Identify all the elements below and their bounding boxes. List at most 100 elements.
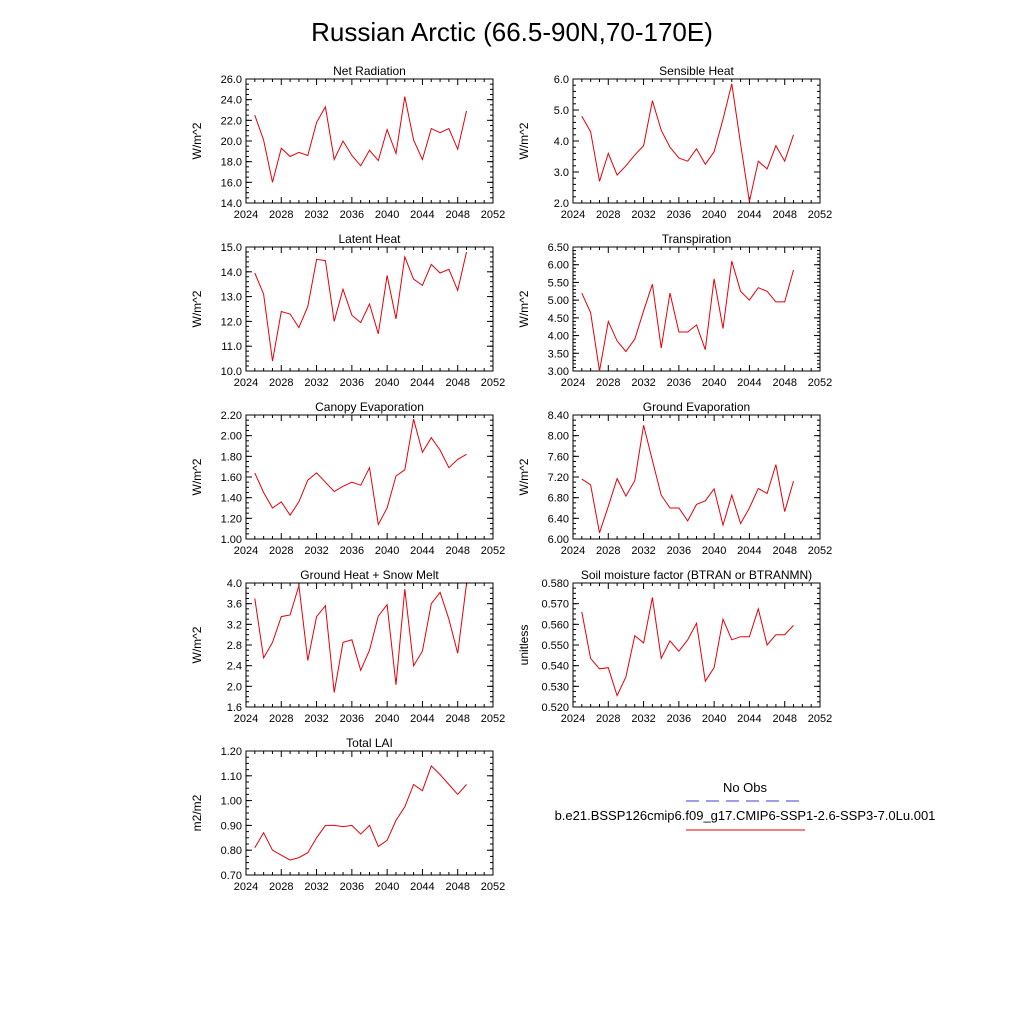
x-tick-label: 2028 bbox=[269, 881, 293, 893]
y-tick-label: 12.0 bbox=[221, 316, 242, 328]
y-tick-label: 5.00 bbox=[548, 295, 569, 307]
y-tick-label: 22.0 bbox=[221, 115, 242, 127]
legend-model-label: b.e21.BSSP126cmip6.f09_g17.CMIP6-SSP1-2.… bbox=[555, 808, 936, 823]
y-tick-label: 11.0 bbox=[221, 341, 242, 353]
x-tick-label: 2032 bbox=[304, 209, 328, 221]
y-tick-label: 2.4 bbox=[227, 661, 242, 673]
series-line bbox=[254, 418, 467, 527]
plot-frame bbox=[572, 246, 821, 372]
panel-title: Ground Heat + Snow Melt bbox=[300, 568, 439, 582]
x-tick-label: 2036 bbox=[667, 545, 691, 557]
x-tick-label: 2032 bbox=[304, 713, 328, 725]
plot-frame bbox=[572, 582, 821, 708]
x-tick-label: 2024 bbox=[234, 713, 258, 725]
x-tick-label: 2040 bbox=[702, 545, 726, 557]
series-line bbox=[581, 261, 794, 372]
x-tick-label: 2032 bbox=[304, 545, 328, 557]
y-tick-label: 14.0 bbox=[221, 198, 242, 210]
y-tick-label: 3.2 bbox=[227, 619, 242, 631]
y-tick-label: 0.550 bbox=[541, 640, 569, 652]
y-tick-label: 1.10 bbox=[221, 771, 242, 783]
y-tick-label: 14.0 bbox=[221, 267, 242, 279]
y-tick-label: 6.40 bbox=[548, 513, 569, 525]
y-tick-label: 18.0 bbox=[221, 157, 242, 169]
y-tick-label: 2.0 bbox=[554, 198, 569, 210]
x-tick-label: 2040 bbox=[375, 545, 399, 557]
y-tick-label: 0.560 bbox=[541, 619, 569, 631]
panel-title: Sensible Heat bbox=[659, 64, 734, 78]
x-tick-label: 2048 bbox=[445, 377, 469, 389]
series-line bbox=[581, 597, 794, 697]
x-tick-label: 2040 bbox=[375, 209, 399, 221]
x-tick-label: 2024 bbox=[561, 545, 585, 557]
y-axis-label: W/m^2 bbox=[517, 458, 531, 495]
x-tick-label: 2044 bbox=[737, 713, 761, 725]
figure-title: Russian Arctic (66.5-90N,70-170E) bbox=[311, 17, 713, 47]
x-tick-label: 2028 bbox=[596, 377, 620, 389]
x-tick-label: 2024 bbox=[561, 377, 585, 389]
x-tick-label: 2052 bbox=[481, 209, 505, 221]
y-tick-label: 4.50 bbox=[548, 313, 569, 325]
series-line bbox=[581, 425, 794, 533]
y-tick-label: 24.0 bbox=[221, 95, 242, 107]
chart-panel: Net Radiation W/m^2 2024 2028 2032 2036 2040 20… bbox=[190, 64, 505, 221]
y-tick-label: 5.50 bbox=[548, 277, 569, 289]
x-tick-label: 2044 bbox=[410, 377, 434, 389]
x-tick-label: 2048 bbox=[445, 545, 469, 557]
y-axis-label: W/m^2 bbox=[190, 122, 204, 159]
x-tick-label: 2044 bbox=[737, 209, 761, 221]
x-tick-label: 2044 bbox=[737, 545, 761, 557]
y-tick-label: 1.40 bbox=[221, 493, 242, 505]
x-tick-label: 2040 bbox=[702, 713, 726, 725]
y-tick-label: 1.20 bbox=[221, 746, 242, 758]
y-tick-label: 8.40 bbox=[548, 410, 569, 422]
plot-frame bbox=[245, 78, 494, 204]
x-tick-label: 2024 bbox=[234, 209, 258, 221]
x-tick-label: 2052 bbox=[808, 713, 832, 725]
y-tick-label: 13.0 bbox=[221, 292, 242, 304]
y-tick-label: 15.0 bbox=[221, 242, 242, 254]
panel-title: Canopy Evaporation bbox=[315, 400, 424, 414]
x-tick-label: 2032 bbox=[631, 209, 655, 221]
chart-panel: Transpiration W/m^2 2024 2028 2032 2036 2040 20… bbox=[517, 232, 832, 389]
legend: No Obs b.e21.BSSP126cmip6.f09_g17.CMIP6-… bbox=[555, 780, 936, 831]
y-tick-label: 1.60 bbox=[221, 472, 242, 484]
plot-frame bbox=[572, 78, 821, 204]
plot-frame bbox=[572, 414, 821, 540]
x-tick-label: 2048 bbox=[772, 713, 796, 725]
y-tick-label: 3.0 bbox=[554, 167, 569, 179]
y-tick-label: 6.00 bbox=[548, 534, 569, 546]
x-tick-label: 2036 bbox=[667, 377, 691, 389]
x-tick-label: 2024 bbox=[234, 377, 258, 389]
x-tick-label: 2036 bbox=[667, 713, 691, 725]
x-tick-label: 2032 bbox=[304, 377, 328, 389]
y-tick-label: 20.0 bbox=[221, 136, 242, 148]
x-tick-label: 2044 bbox=[410, 209, 434, 221]
y-tick-label: 0.80 bbox=[221, 845, 242, 857]
y-axis-label: unitless bbox=[517, 625, 531, 666]
y-tick-label: 0.520 bbox=[541, 702, 569, 714]
x-tick-label: 2024 bbox=[234, 881, 258, 893]
y-tick-label: 4.00 bbox=[548, 331, 569, 343]
x-tick-label: 2032 bbox=[304, 881, 328, 893]
y-tick-label: 0.570 bbox=[541, 599, 569, 611]
y-tick-label: 1.80 bbox=[221, 451, 242, 463]
y-tick-label: 8.00 bbox=[548, 431, 569, 443]
x-tick-label: 2040 bbox=[375, 881, 399, 893]
y-tick-label: 2.0 bbox=[227, 681, 242, 693]
x-tick-label: 2024 bbox=[561, 209, 585, 221]
panel-title: Ground Evaporation bbox=[643, 400, 750, 414]
y-tick-label: 7.20 bbox=[548, 472, 569, 484]
chart-panel: Canopy Evaporation W/m^2 2024 2028 2032 2036 2… bbox=[190, 400, 505, 557]
plot-frame bbox=[245, 246, 494, 372]
x-tick-label: 2044 bbox=[410, 545, 434, 557]
y-tick-label: 1.6 bbox=[227, 702, 242, 714]
x-tick-label: 2052 bbox=[808, 545, 832, 557]
y-tick-label: 10.0 bbox=[221, 366, 242, 378]
y-axis-label: W/m^2 bbox=[190, 626, 204, 663]
x-tick-label: 2052 bbox=[808, 209, 832, 221]
x-tick-label: 2032 bbox=[631, 713, 655, 725]
x-tick-label: 2052 bbox=[808, 377, 832, 389]
x-tick-label: 2036 bbox=[667, 209, 691, 221]
